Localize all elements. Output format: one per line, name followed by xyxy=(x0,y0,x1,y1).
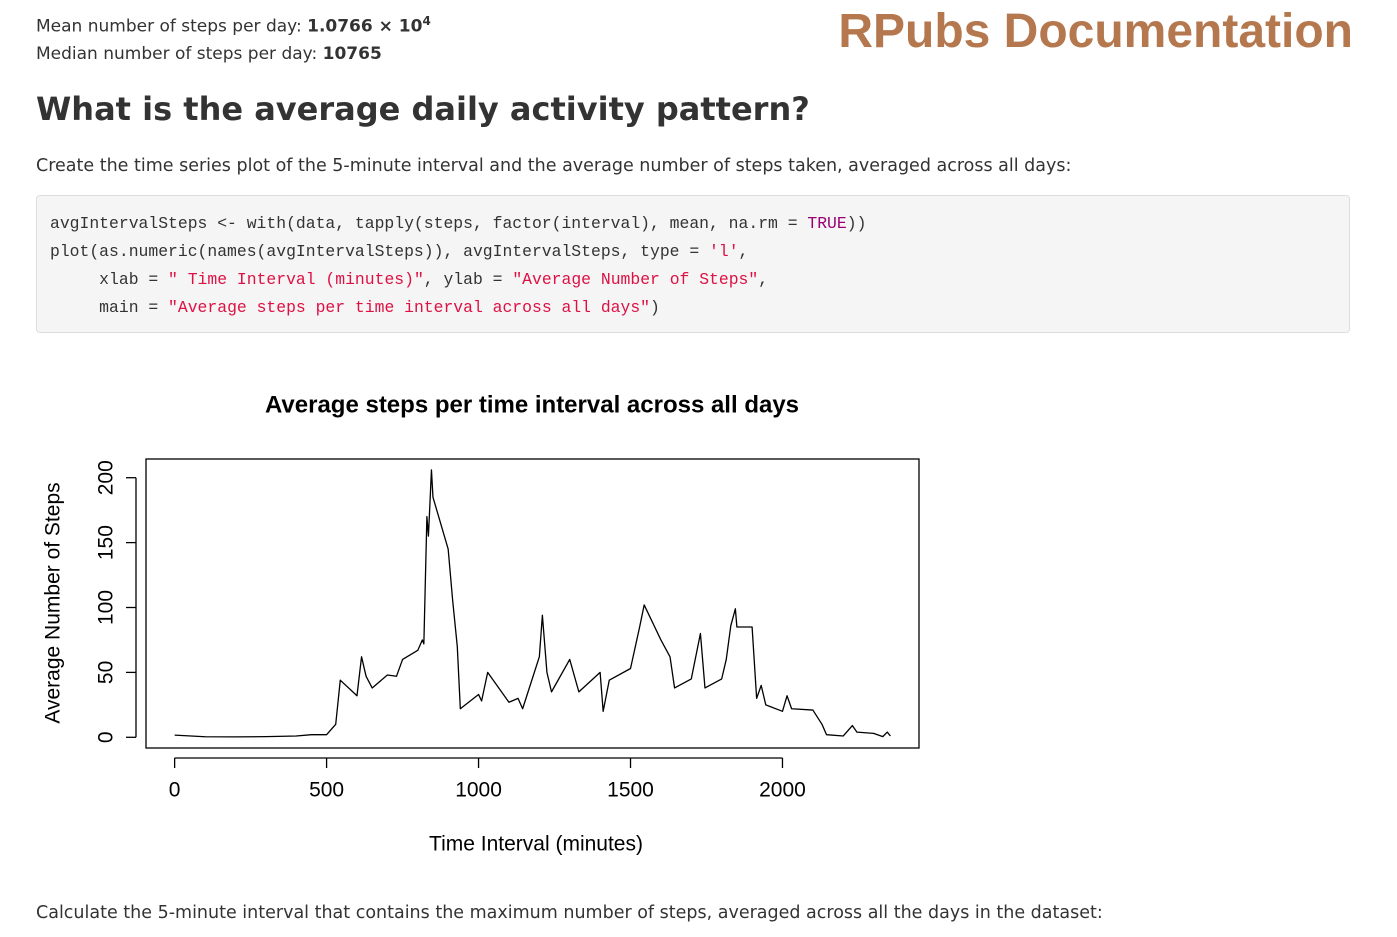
code: ) xyxy=(650,298,660,317)
code-line: main = "Average steps per time interval … xyxy=(50,294,1349,322)
x-tick-label: 1500 xyxy=(607,779,654,802)
x-tick-label: 1000 xyxy=(455,779,502,802)
y-tick-label: 50 xyxy=(95,661,118,684)
code-keyword: TRUE xyxy=(807,214,847,233)
code: , xyxy=(738,242,749,261)
brand: RPubs Documentation xyxy=(838,5,1353,58)
code: xlab = xyxy=(50,270,169,289)
mean-exponent: 4 xyxy=(422,14,431,28)
y-tick-label: 200 xyxy=(95,460,118,495)
data-line xyxy=(174,469,891,738)
code: main = xyxy=(50,298,169,317)
section-heading: What is the average daily activity patte… xyxy=(36,90,810,128)
chart-title: Average steps per time interval across a… xyxy=(265,391,799,418)
mean-label: Mean number of steps per day: xyxy=(36,16,308,37)
plot-frame xyxy=(145,458,920,749)
code-line: xlab = " Time Interval (minutes)", ylab … xyxy=(50,266,1349,294)
code: plot(as.numeric(names(avgIntervalSteps))… xyxy=(50,242,710,261)
x-tick-label: 2000 xyxy=(759,779,806,802)
code: , xyxy=(758,270,769,289)
code: avgIntervalSteps <- with(data, tapply(st… xyxy=(50,214,808,233)
x-axis-label: Time Interval (minutes) xyxy=(429,833,643,856)
code-string: "Average steps per time interval across … xyxy=(168,298,651,317)
x-tick-label: 0 xyxy=(169,779,181,802)
code-string: "Average Number of Steps" xyxy=(512,270,759,289)
footer-text: Calculate the 5-minute interval that con… xyxy=(36,903,1103,923)
y-axis-label: Average Number of Steps xyxy=(42,482,65,723)
x-tick-label: 500 xyxy=(309,779,344,802)
y-tick-label: 150 xyxy=(95,525,118,560)
mean-line: Mean number of steps per day: 1.0766 × 1… xyxy=(36,14,431,37)
median-line: Median number of steps per day: 10765 xyxy=(36,44,382,64)
code-string: 'l' xyxy=(709,242,739,261)
code-block: avgIntervalSteps <- with(data, tapply(st… xyxy=(36,195,1350,333)
mean-value: 1.0766 × 10 xyxy=(307,16,423,37)
median-value: 10765 xyxy=(322,44,382,64)
median-label: Median number of steps per day: xyxy=(36,44,323,64)
chart: Average steps per time interval across a… xyxy=(42,391,920,856)
y-tick-label: 0 xyxy=(95,731,118,743)
intro-text: Create the time series plot of the 5-min… xyxy=(36,156,1072,176)
code-line: plot(as.numeric(names(avgIntervalSteps))… xyxy=(50,238,1349,266)
y-tick-label: 100 xyxy=(95,590,118,625)
code-string: " Time Interval (minutes)" xyxy=(168,270,424,289)
code: , ylab = xyxy=(423,270,513,289)
code-line: avgIntervalSteps <- with(data, tapply(st… xyxy=(50,210,1349,238)
code: )) xyxy=(846,214,867,233)
